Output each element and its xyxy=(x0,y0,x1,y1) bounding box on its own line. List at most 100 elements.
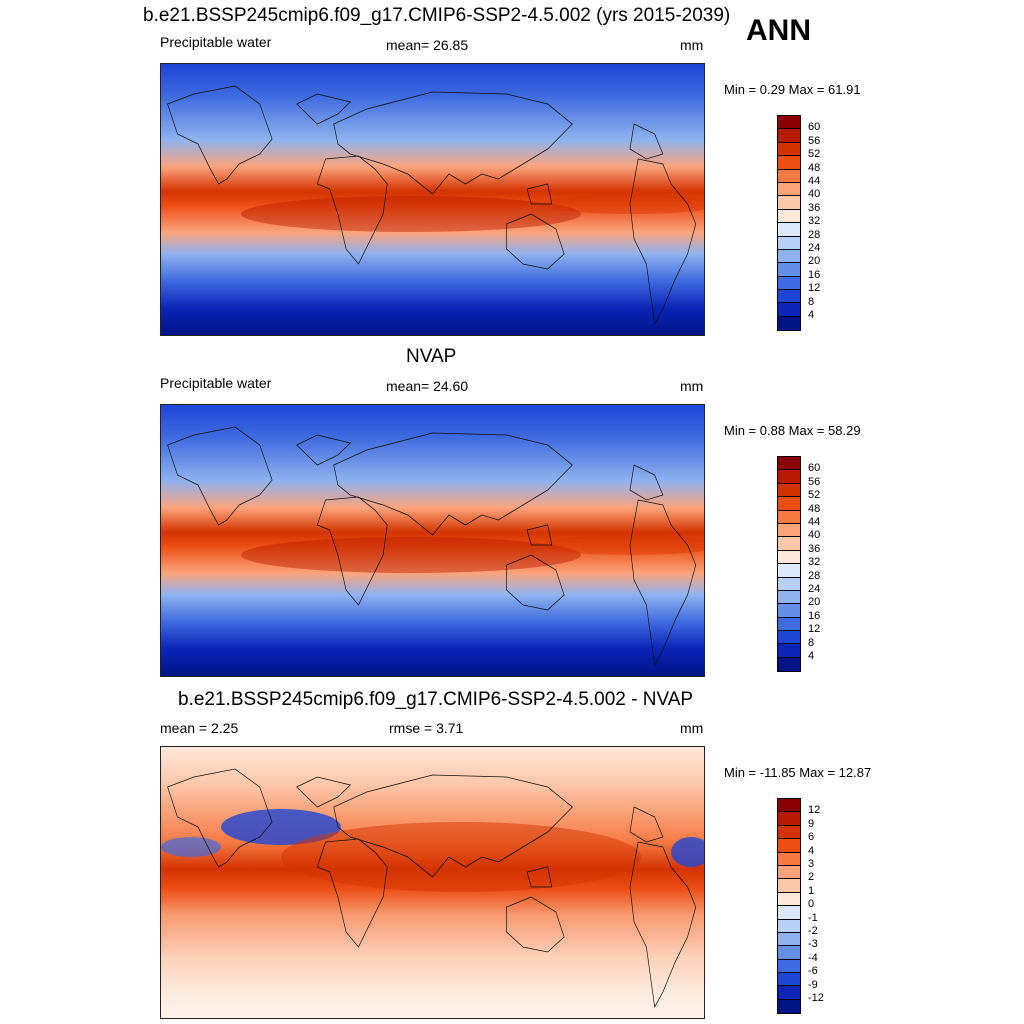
colorbar-segment xyxy=(778,276,800,291)
colorbar-label: 12 xyxy=(808,282,821,295)
colorbar-segment xyxy=(778,523,800,538)
colorbar-segment xyxy=(778,999,800,1014)
colorbar-segment xyxy=(778,497,800,511)
colorbar-segment xyxy=(778,169,800,183)
colorbar-label: 36 xyxy=(808,542,821,555)
colorbar-segment xyxy=(778,825,800,840)
panel2-mean: mean= 24.60 xyxy=(386,378,469,394)
colorbar-label: 20 xyxy=(808,255,821,268)
colorbar-segment xyxy=(778,919,800,933)
colorbar-label: 60 xyxy=(808,121,821,134)
colorbar-segment xyxy=(778,852,800,866)
colorbar-label: -4 xyxy=(808,951,818,964)
colorbar-segment xyxy=(778,470,800,484)
colorbar-segment xyxy=(778,457,800,471)
colorbar-segment xyxy=(778,906,800,920)
colorbar-label: 20 xyxy=(808,596,821,609)
colorbar-segment xyxy=(778,959,800,974)
colorbar-label: 2 xyxy=(808,871,815,884)
colorbar-segment xyxy=(778,196,800,210)
colorbar-segment xyxy=(778,617,800,632)
colorbar-segment xyxy=(778,303,800,317)
colorbar-label: 16 xyxy=(808,268,821,281)
colorbar-label: 24 xyxy=(808,583,821,595)
colorbar-label: 8 xyxy=(808,295,815,308)
colorbar-label: 8 xyxy=(808,636,815,649)
panel3-title: b.e21.BSSP245cmip6.f09_g17.CMIP6-SSP2-4.… xyxy=(178,689,694,710)
colorbar-segment xyxy=(778,550,800,565)
colorbar-label: 4 xyxy=(808,844,815,857)
colorbar-segment xyxy=(778,932,800,947)
colorbar-segment xyxy=(778,973,800,987)
colorbar-segment xyxy=(778,209,800,224)
colorbar-label: 44 xyxy=(808,175,821,187)
colorbar-label: -2 xyxy=(808,925,818,937)
colorbar-segment xyxy=(778,564,800,578)
colorbar-segment xyxy=(778,879,800,893)
colorbar-segment xyxy=(778,249,800,264)
colorbar-label: -3 xyxy=(808,938,818,951)
colorbar-segment xyxy=(778,483,800,498)
colorbar-label: 56 xyxy=(808,134,821,147)
colorbar-label: 6 xyxy=(808,831,815,844)
colorbar-segment xyxy=(778,129,800,143)
colorbar-segment xyxy=(778,644,800,658)
colorbar-label: 9 xyxy=(808,817,815,830)
colorbar-label: 12 xyxy=(808,804,821,817)
colorbar-label: 48 xyxy=(808,161,821,174)
colorbar-segment xyxy=(778,263,800,277)
panel2-title: NVAP xyxy=(406,346,457,367)
colorbar-segment xyxy=(778,946,800,960)
colorbar-segment xyxy=(778,236,800,250)
season-label: ANN xyxy=(746,14,811,47)
panel3-map xyxy=(160,746,705,1019)
colorbar-label: 32 xyxy=(808,556,821,569)
colorbar-label: 1 xyxy=(808,884,815,897)
colorbar-segment xyxy=(778,657,800,672)
colorbar-label: 36 xyxy=(808,201,821,214)
panel2-units: mm xyxy=(680,378,704,394)
colorbar-label: -6 xyxy=(808,965,818,978)
colorbar-label: 32 xyxy=(808,215,821,228)
colorbar-label: -12 xyxy=(808,992,824,1004)
panel2-left-label: Precipitable water xyxy=(160,375,272,391)
colorbar-label: 44 xyxy=(808,516,821,528)
colorbar-segment xyxy=(778,316,800,331)
colorbar-label: 24 xyxy=(808,242,821,254)
colorbar-segment xyxy=(778,892,800,907)
panel1-units: mm xyxy=(680,37,704,53)
colorbar-segment xyxy=(778,865,800,880)
colorbar-segment xyxy=(778,631,800,645)
panel1-mean: mean= 26.85 xyxy=(386,37,469,53)
colorbar-segment xyxy=(778,604,800,618)
colorbar-label: 12 xyxy=(808,623,821,636)
panel3-rmse: rmse = 3.71 xyxy=(389,720,464,736)
colorbar-label: 28 xyxy=(808,569,821,582)
panel2-map xyxy=(160,404,705,677)
panel3-mean: mean = 2.25 xyxy=(160,720,239,736)
colorbar-segment xyxy=(778,290,800,304)
colorbar-label: 56 xyxy=(808,475,821,488)
colorbar-segment xyxy=(778,223,800,237)
panel1-title: b.e21.BSSP245cmip6.f09_g17.CMIP6-SSP2-4.… xyxy=(143,5,731,26)
colorbar-label: 40 xyxy=(808,529,821,542)
colorbar-segment xyxy=(778,182,800,197)
colorbar-segment xyxy=(778,799,800,813)
colorbar-segment xyxy=(778,590,800,605)
colorbar-segment xyxy=(778,986,800,1000)
panel3-units: mm xyxy=(680,720,704,736)
colorbar-label: 28 xyxy=(808,228,821,241)
colorbar-label: 4 xyxy=(808,650,815,662)
panel2-colorbar xyxy=(777,456,801,673)
colorbar-label: 60 xyxy=(808,462,821,475)
colorbar-segment xyxy=(778,812,800,826)
colorbar-segment xyxy=(778,537,800,551)
panel3-colorbar xyxy=(777,798,801,1015)
panel1-minmax: Min = 0.29 Max = 61.91 xyxy=(724,82,861,97)
colorbar-segment xyxy=(778,839,800,853)
panel2-minmax: Min = 0.88 Max = 58.29 xyxy=(724,423,861,438)
colorbar-label: 40 xyxy=(808,188,821,201)
colorbar-label: -1 xyxy=(808,911,818,924)
colorbar-segment xyxy=(778,156,800,170)
colorbar-segment xyxy=(778,577,800,591)
